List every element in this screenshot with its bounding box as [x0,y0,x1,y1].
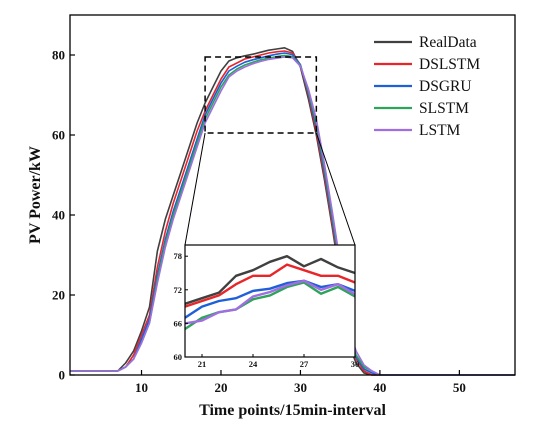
x-tick-label: 50 [453,380,466,395]
zoom-connector-right [315,132,356,246]
x-tick-label: 40 [373,380,386,395]
y-tick-label: 60 [52,128,65,143]
zoom-box-rect [204,56,318,134]
legend-label-lstm: LSTM [419,122,461,139]
y-tick-label: 0 [59,368,66,383]
zoom-region-box [184,56,356,246]
y-tick-label: 80 [52,48,65,63]
x-tick-label: 20 [214,380,227,395]
inset-y-tick-label: 66 [174,318,183,328]
inset-y-tick-label: 78 [174,251,183,261]
inset-x-tick-label: 30 [351,359,360,369]
inset-x-tick-label: 27 [300,359,309,369]
zoom-connector-left [184,132,206,246]
legend-label-realdata: RealData [419,34,477,51]
inset-line-dsgru [184,279,356,319]
legend: RealData DSLSTM DSGRU SLSTM LSTM [374,34,480,139]
y-tick-label: 40 [52,208,65,223]
plot-area-frame [69,14,516,376]
legend-label-dslstm: DSLSTM [419,56,480,73]
axis-ticks: 10 20 30 40 50 0 20 40 60 80 [52,48,466,396]
inset-y-tick-label: 72 [174,285,183,295]
inset-frame [184,244,356,358]
x-tick-label: 30 [294,380,307,395]
legend-label-dsgru: DSGRU [419,78,472,95]
x-tick-label: 10 [135,380,148,395]
legend-label-slstm: SLSTM [419,100,469,117]
inset-line-lstm [184,279,356,325]
inset-zoom-plot: 21 24 27 30 60 66 72 78 [174,244,360,369]
x-axis-title: Time points/15min-interval [199,402,386,419]
inset-line-dslstm [184,263,356,308]
inset-x-tick-label: 24 [249,359,258,369]
inset-x-tick-label: 21 [198,359,207,369]
y-axis-title: PV Power/kW [27,146,44,244]
inset-background [185,245,355,357]
inset-line-realdata [184,255,356,305]
inset-y-tick-label: 60 [174,352,183,362]
y-tick-label: 20 [52,288,65,303]
